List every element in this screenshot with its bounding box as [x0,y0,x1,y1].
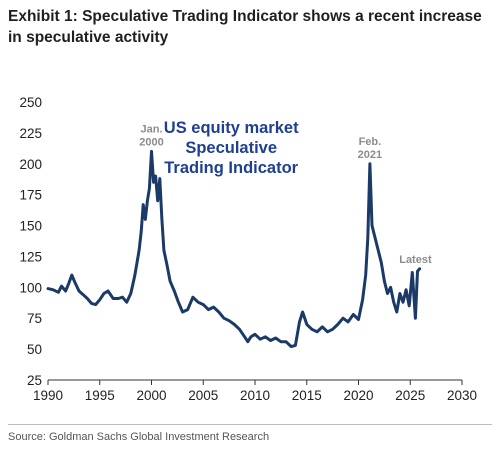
source-note: Source: Goldman Sachs Global Investment … [8,431,270,443]
annotation-label: 2000 [139,136,163,148]
y-tick-label: 125 [19,249,42,264]
y-tick-label: 50 [27,342,42,357]
annotation-label: 2021 [358,149,382,161]
y-tick-label: 175 [19,188,42,203]
annotation-label: Latest [399,254,432,266]
annotation-label: Feb. [359,136,382,148]
y-axis: 25 50 75 100 125 150 175 200 225 250 [19,95,42,388]
x-tick-label: 2030 [447,388,477,403]
x-tick-label: 2005 [188,388,218,403]
x-axis: 1990 1995 2000 2005 2010 2015 2020 2025 2030 [33,379,477,403]
y-tick-label: 200 [19,157,42,172]
x-tick-label: 1990 [33,388,63,403]
x-tick-label: 2015 [292,388,322,403]
y-tick-label: 225 [19,126,42,141]
exhibit-title: Exhibit 1: Speculative Trading Indicator… [8,8,482,46]
y-tick-label: 25 [27,373,42,388]
x-tick-label: 2020 [343,388,373,403]
x-tick-label: 2000 [136,388,166,403]
series-line [46,149,422,349]
inner-title-line: US equity market [164,119,299,137]
y-tick-label: 250 [19,95,42,110]
line-chart: 25 50 75 100 125 150 175 200 225 250 1990 1995 2000… [19,95,477,403]
annotation-label: Jan. [140,123,162,135]
inner-title-line: Trading Indicator [164,159,298,177]
series-group [46,149,422,349]
annotations: Jan.2000 Feb.2021 Latest [139,123,432,265]
y-tick-label: 100 [19,280,42,295]
x-tick-label: 2025 [395,388,425,403]
y-tick-label: 150 [19,219,42,234]
footer-divider [8,424,492,425]
y-tick-label: 75 [27,311,42,326]
x-tick-label: 2010 [240,388,270,403]
inner-title-line: Speculative [185,139,277,157]
x-tick-label: 1995 [85,388,115,403]
chart-inner-title: US equity market Speculative Trading Indic… [164,119,299,177]
